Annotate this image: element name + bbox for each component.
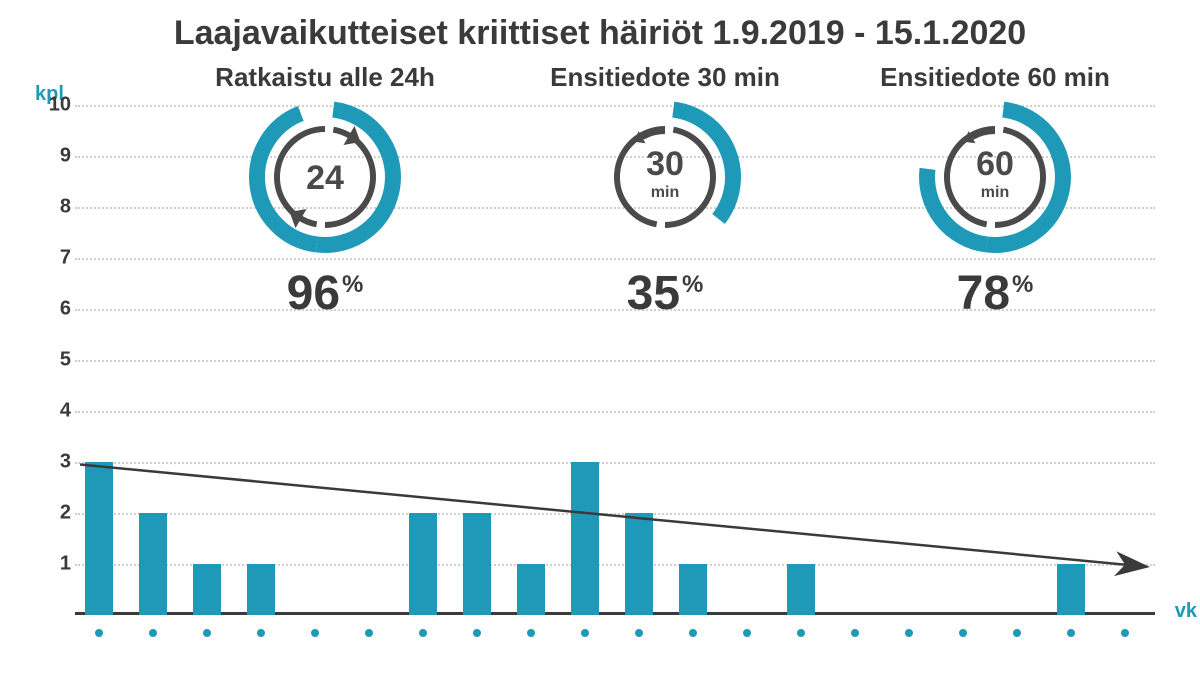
kpi-notice60: Ensitiedote 60 min 60min 78% [830,62,1160,321]
x-tick-dot [419,629,427,637]
gauge-icon: 60min [917,99,1073,255]
bar [85,462,113,615]
page: Laajavaikutteiset kriittiset häiriöt 1.9… [0,0,1200,675]
x-tick-dot [851,629,859,637]
x-tick-dot [1013,629,1021,637]
y-tick-label: 10 [43,94,71,117]
kpi-value: 78% [830,266,1160,321]
x-tick-dot [203,629,211,637]
y-tick-label: 3 [43,451,71,474]
y-tick-label: 7 [43,247,71,270]
kpi-title: Ratkaistu alle 24h [160,62,490,93]
gauge-icon: 30min [587,99,743,255]
x-tick-dot [257,629,265,637]
kpi-resolved24h: Ratkaistu alle 24h 24 96% [160,62,490,321]
svg-text:min: min [981,184,1009,201]
kpi-value: 35% [500,266,830,321]
y-tick-label: 1 [43,553,71,576]
x-tick-dot [95,629,103,637]
bar [679,564,707,615]
kpi-notice30: Ensitiedote 30 min 30min 35% [500,62,830,321]
bar [463,513,491,615]
gridline [75,360,1155,362]
page-title: Laajavaikutteiset kriittiset häiriöt 1.9… [0,14,1200,53]
bar [247,564,275,615]
x-axis-line [75,612,1155,615]
bar [571,462,599,615]
x-tick-dot [365,629,373,637]
gridline [75,411,1155,413]
svg-text:min: min [651,184,679,201]
bar [517,564,545,615]
kpi-title: Ensitiedote 60 min [830,62,1160,93]
gridline [75,462,1155,464]
x-tick-dot [1121,629,1129,637]
x-tick-dot [149,629,157,637]
x-tick-dot [797,629,805,637]
x-tick-dot [743,629,751,637]
bar [409,513,437,615]
x-tick-dot [473,629,481,637]
bar [1057,564,1085,615]
bar [787,564,815,615]
x-tick-dot [905,629,913,637]
svg-text:24: 24 [306,159,344,197]
y-tick-label: 5 [43,349,71,372]
y-tick-label: 8 [43,196,71,219]
x-tick-dot [689,629,697,637]
gridline [75,513,1155,515]
y-tick-label: 2 [43,502,71,525]
gridline [75,564,1155,566]
y-tick-label: 4 [43,400,71,423]
bar [625,513,653,615]
x-tick-dot [527,629,535,637]
gauge-icon: 24 [247,99,403,255]
x-tick-dot [581,629,589,637]
bar [139,513,167,615]
svg-text:30: 30 [646,145,684,183]
x-tick-dot [635,629,643,637]
x-tick-dot [1067,629,1075,637]
y-tick-label: 6 [43,298,71,321]
kpi-title: Ensitiedote 30 min [500,62,830,93]
x-tick-dot [959,629,967,637]
svg-text:60: 60 [976,145,1014,183]
y-tick-label: 9 [43,145,71,168]
x-tick-dot [311,629,319,637]
x-axis-label: vk [1175,600,1197,623]
bar [193,564,221,615]
kpi-value: 96% [160,266,490,321]
